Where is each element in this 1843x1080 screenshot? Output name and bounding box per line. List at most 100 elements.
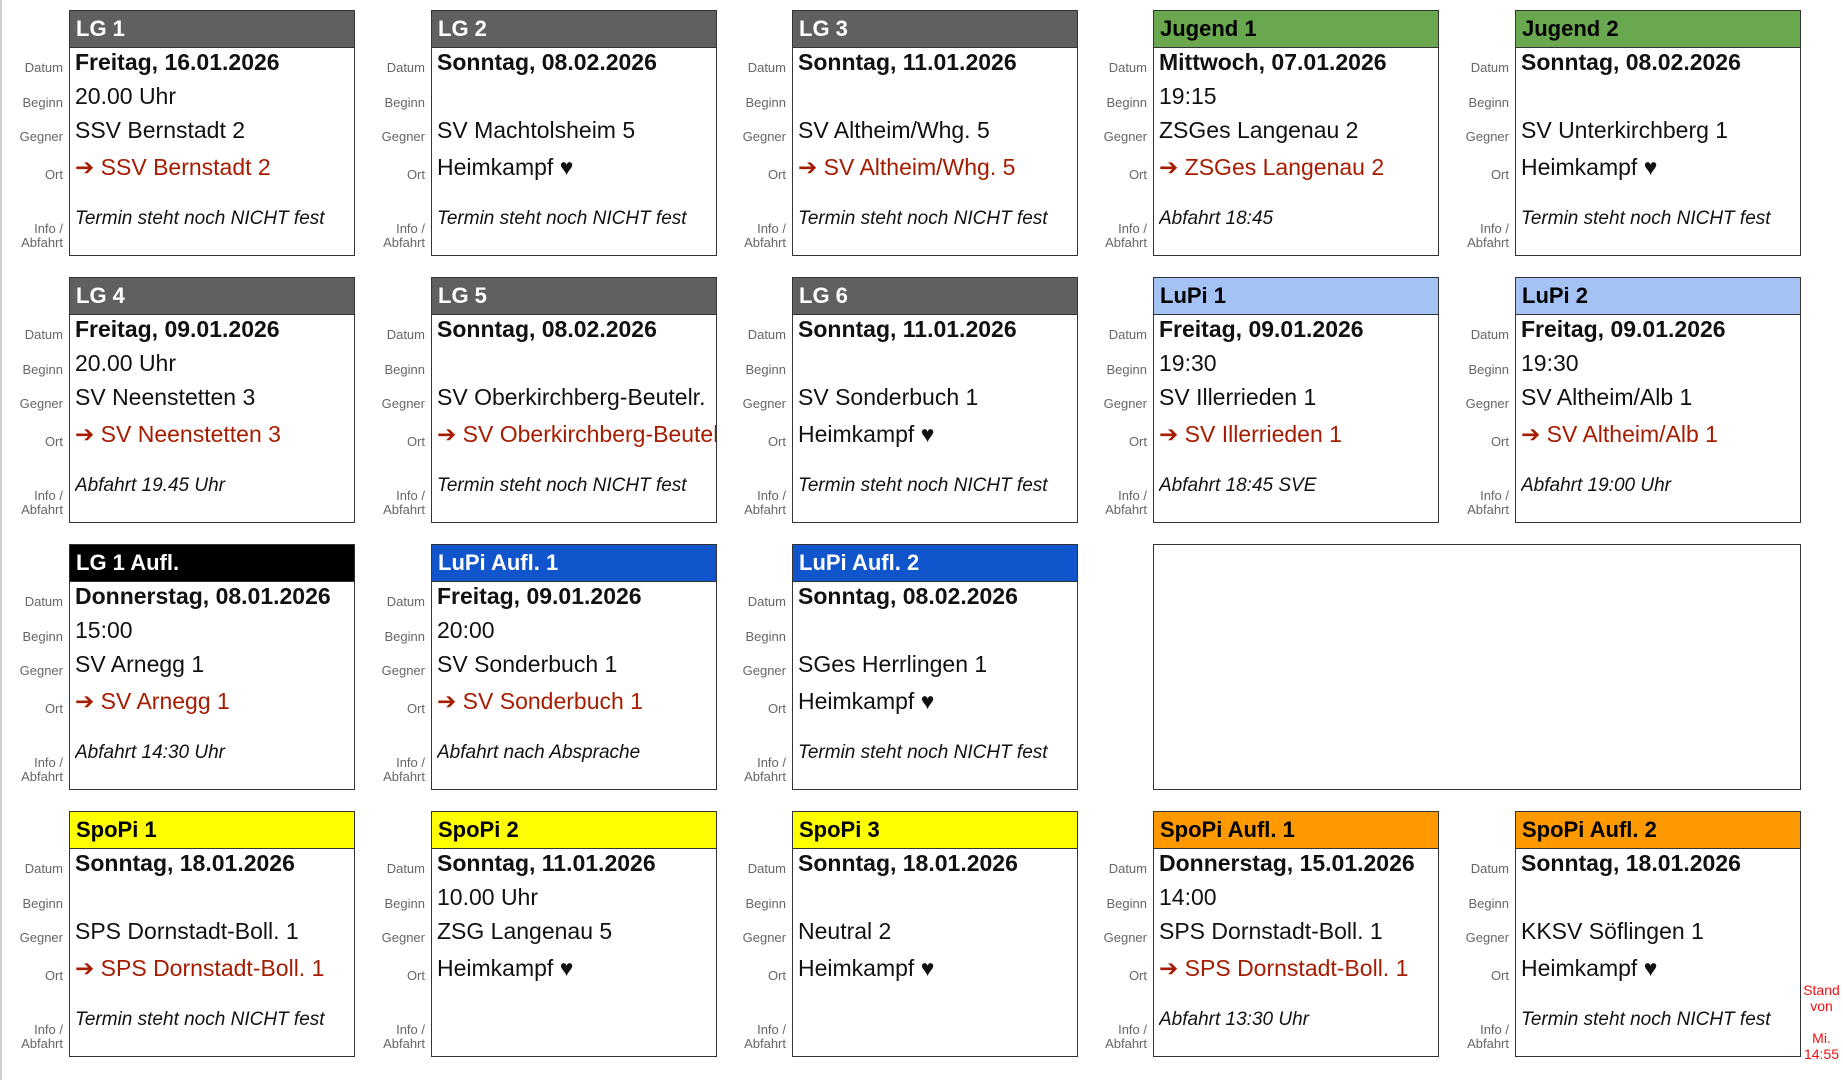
label-location: Ort bbox=[767, 701, 786, 716]
label-opponent: Gegner bbox=[1465, 129, 1509, 144]
team-card: Datum Beginn Gegner Ort Info / Abfahrt LuPi 1… bbox=[1104, 277, 1439, 523]
match-location: Heimkampf ♥ bbox=[798, 955, 935, 981]
card-box: SpoPi 3 Sonntag, 18.01.2026 Neutral 2 He… bbox=[792, 811, 1078, 1057]
team-card: Datum Beginn Gegner Ort Info / Abfahrt SpoPi … bbox=[20, 811, 355, 1057]
team-card: Datum Beginn Gegner Ort Info / Abfahrt LuPi 2… bbox=[1466, 277, 1801, 523]
match-info: Abfahrt 18:45 bbox=[1159, 208, 1274, 229]
team-title: LG 5 bbox=[432, 278, 716, 315]
label-date: Datum bbox=[24, 594, 63, 609]
match-info: Abfahrt 13:30 Uhr bbox=[1159, 1009, 1309, 1030]
match-location: ➔ SPS Dornstadt-Boll. 1 bbox=[1159, 955, 1409, 981]
label-info: Info / Abfahrt bbox=[383, 221, 425, 250]
match-begin: 20.00 Uhr bbox=[75, 350, 177, 376]
label-opponent: Gegner bbox=[19, 930, 63, 945]
match-location: Heimkampf ♥ bbox=[1521, 154, 1658, 180]
label-begin: Beginn bbox=[22, 896, 63, 911]
label-location: Ort bbox=[1128, 434, 1147, 449]
label-location: Ort bbox=[406, 434, 425, 449]
match-date: Sonntag, 11.01.2026 bbox=[798, 49, 1017, 75]
team-card: Datum Beginn Gegner Ort Info / Abfahrt Jugend… bbox=[1104, 10, 1439, 256]
label-info: Info / Abfahrt bbox=[21, 488, 63, 517]
label-location: Ort bbox=[406, 167, 425, 182]
match-date: Donnerstag, 15.01.2026 bbox=[1159, 850, 1415, 876]
match-location: ➔ SV Illerrieden 1 bbox=[1159, 421, 1342, 447]
team-title: LG 6 bbox=[793, 278, 1077, 315]
match-date: Freitag, 16.01.2026 bbox=[75, 49, 280, 75]
label-location: Ort bbox=[1128, 167, 1147, 182]
card-box: Jugend 1 Mittwoch, 07.01.2026 19:15 ZSGe… bbox=[1153, 10, 1439, 256]
match-opponent: SV Illerrieden 1 bbox=[1159, 384, 1317, 410]
match-date: Sonntag, 11.01.2026 bbox=[437, 850, 656, 876]
team-card: Datum Beginn Gegner Ort Info / Abfahrt LG 1 A… bbox=[20, 544, 355, 790]
team-title: SpoPi 1 bbox=[70, 812, 354, 849]
match-opponent: SV Oberkirchberg-Beutelr. bbox=[437, 384, 706, 410]
match-date: Sonntag, 18.01.2026 bbox=[798, 850, 1018, 876]
match-location: ➔ SV Oberkirchberg-Beutelr. bbox=[437, 421, 716, 447]
team-title: LuPi Aufl. 2 bbox=[793, 545, 1077, 582]
label-info: Info / Abfahrt bbox=[744, 221, 786, 250]
team-card: Datum Beginn Gegner Ort Info / Abfahrt LG 1 F… bbox=[20, 10, 355, 256]
label-info: Info / Abfahrt bbox=[744, 488, 786, 517]
match-info: Abfahrt 19.45 Uhr bbox=[75, 475, 225, 496]
label-date: Datum bbox=[24, 861, 63, 876]
match-location: ➔ SV Altheim/Alb 1 bbox=[1521, 421, 1718, 447]
label-begin: Beginn bbox=[745, 362, 786, 377]
label-begin: Beginn bbox=[22, 362, 63, 377]
label-location: Ort bbox=[1128, 968, 1147, 983]
match-info: Termin steht noch NICHT fest bbox=[75, 1009, 325, 1030]
team-card: Datum Beginn Gegner Ort Info / Abfahrt LG 2 S… bbox=[382, 10, 717, 256]
match-location: ➔ SV Altheim/Whg. 5 bbox=[798, 154, 1016, 180]
match-date: Freitag, 09.01.2026 bbox=[437, 583, 642, 609]
label-opponent: Gegner bbox=[1103, 129, 1147, 144]
team-card: Datum Beginn Gegner Ort Info / Abfahrt LG 5 S… bbox=[382, 277, 717, 523]
team-title: LG 2 bbox=[432, 11, 716, 48]
match-opponent: SV Altheim/Whg. 5 bbox=[798, 117, 990, 143]
match-begin: 20:00 bbox=[437, 617, 495, 643]
match-date: Freitag, 09.01.2026 bbox=[75, 316, 280, 342]
label-date: Datum bbox=[1470, 60, 1509, 75]
stand-label: Stand bbox=[1803, 982, 1840, 998]
team-title: SpoPi Aufl. 1 bbox=[1154, 812, 1438, 849]
match-location: Heimkampf ♥ bbox=[1521, 955, 1658, 981]
card-box: SpoPi Aufl. 1 Donnerstag, 15.01.2026 14:… bbox=[1153, 811, 1439, 1057]
match-opponent: SSV Bernstadt 2 bbox=[75, 117, 246, 143]
label-date: Datum bbox=[24, 60, 63, 75]
label-date: Datum bbox=[1470, 327, 1509, 342]
team-title: Jugend 2 bbox=[1516, 11, 1800, 48]
match-info: Termin steht noch NICHT fest bbox=[437, 208, 687, 229]
match-opponent: SV Sonderbuch 1 bbox=[798, 384, 979, 410]
match-location: ➔ SV Sonderbuch 1 bbox=[437, 688, 643, 714]
label-begin: Beginn bbox=[384, 629, 425, 644]
label-begin: Beginn bbox=[1106, 362, 1147, 377]
card-box: LG 1 Freitag, 16.01.2026 20.00 Uhr SSV B… bbox=[69, 10, 355, 256]
label-begin: Beginn bbox=[745, 629, 786, 644]
label-begin: Beginn bbox=[1468, 896, 1509, 911]
match-info: Abfahrt 18:45 SVE bbox=[1159, 475, 1317, 496]
match-begin: 19:30 bbox=[1159, 350, 1217, 376]
label-info: Info / Abfahrt bbox=[744, 1022, 786, 1051]
label-location: Ort bbox=[767, 968, 786, 983]
label-info: Info / Abfahrt bbox=[1105, 488, 1147, 517]
label-opponent: Gegner bbox=[19, 129, 63, 144]
card-box: LG 1 Aufl. Donnerstag, 08.01.2026 15:00 … bbox=[69, 544, 355, 790]
label-date: Datum bbox=[1108, 60, 1147, 75]
match-info: Termin steht noch NICHT fest bbox=[1521, 208, 1771, 229]
match-info: Termin steht noch NICHT fest bbox=[798, 475, 1048, 496]
card-box: LuPi Aufl. 1 Freitag, 09.01.2026 20:00 S… bbox=[431, 544, 717, 790]
team-card: Datum Beginn Gegner Ort Info / Abfahrt SpoPi … bbox=[382, 811, 717, 1057]
team-title: LuPi 2 bbox=[1516, 278, 1800, 315]
team-title: SpoPi Aufl. 2 bbox=[1516, 812, 1800, 849]
label-date: Datum bbox=[747, 594, 786, 609]
label-info: Info / Abfahrt bbox=[1467, 221, 1509, 250]
label-opponent: Gegner bbox=[742, 396, 786, 411]
match-location: ➔ SV Neenstetten 3 bbox=[75, 421, 281, 447]
label-begin: Beginn bbox=[1468, 362, 1509, 377]
match-location: Heimkampf ♥ bbox=[798, 688, 935, 714]
label-opponent: Gegner bbox=[381, 396, 425, 411]
label-begin: Beginn bbox=[384, 896, 425, 911]
team-title: LG 3 bbox=[793, 11, 1077, 48]
label-begin: Beginn bbox=[1106, 95, 1147, 110]
match-opponent: ZSG Langenau 5 bbox=[437, 918, 613, 944]
label-opponent: Gegner bbox=[1103, 930, 1147, 945]
match-info: Termin steht noch NICHT fest bbox=[437, 475, 687, 496]
